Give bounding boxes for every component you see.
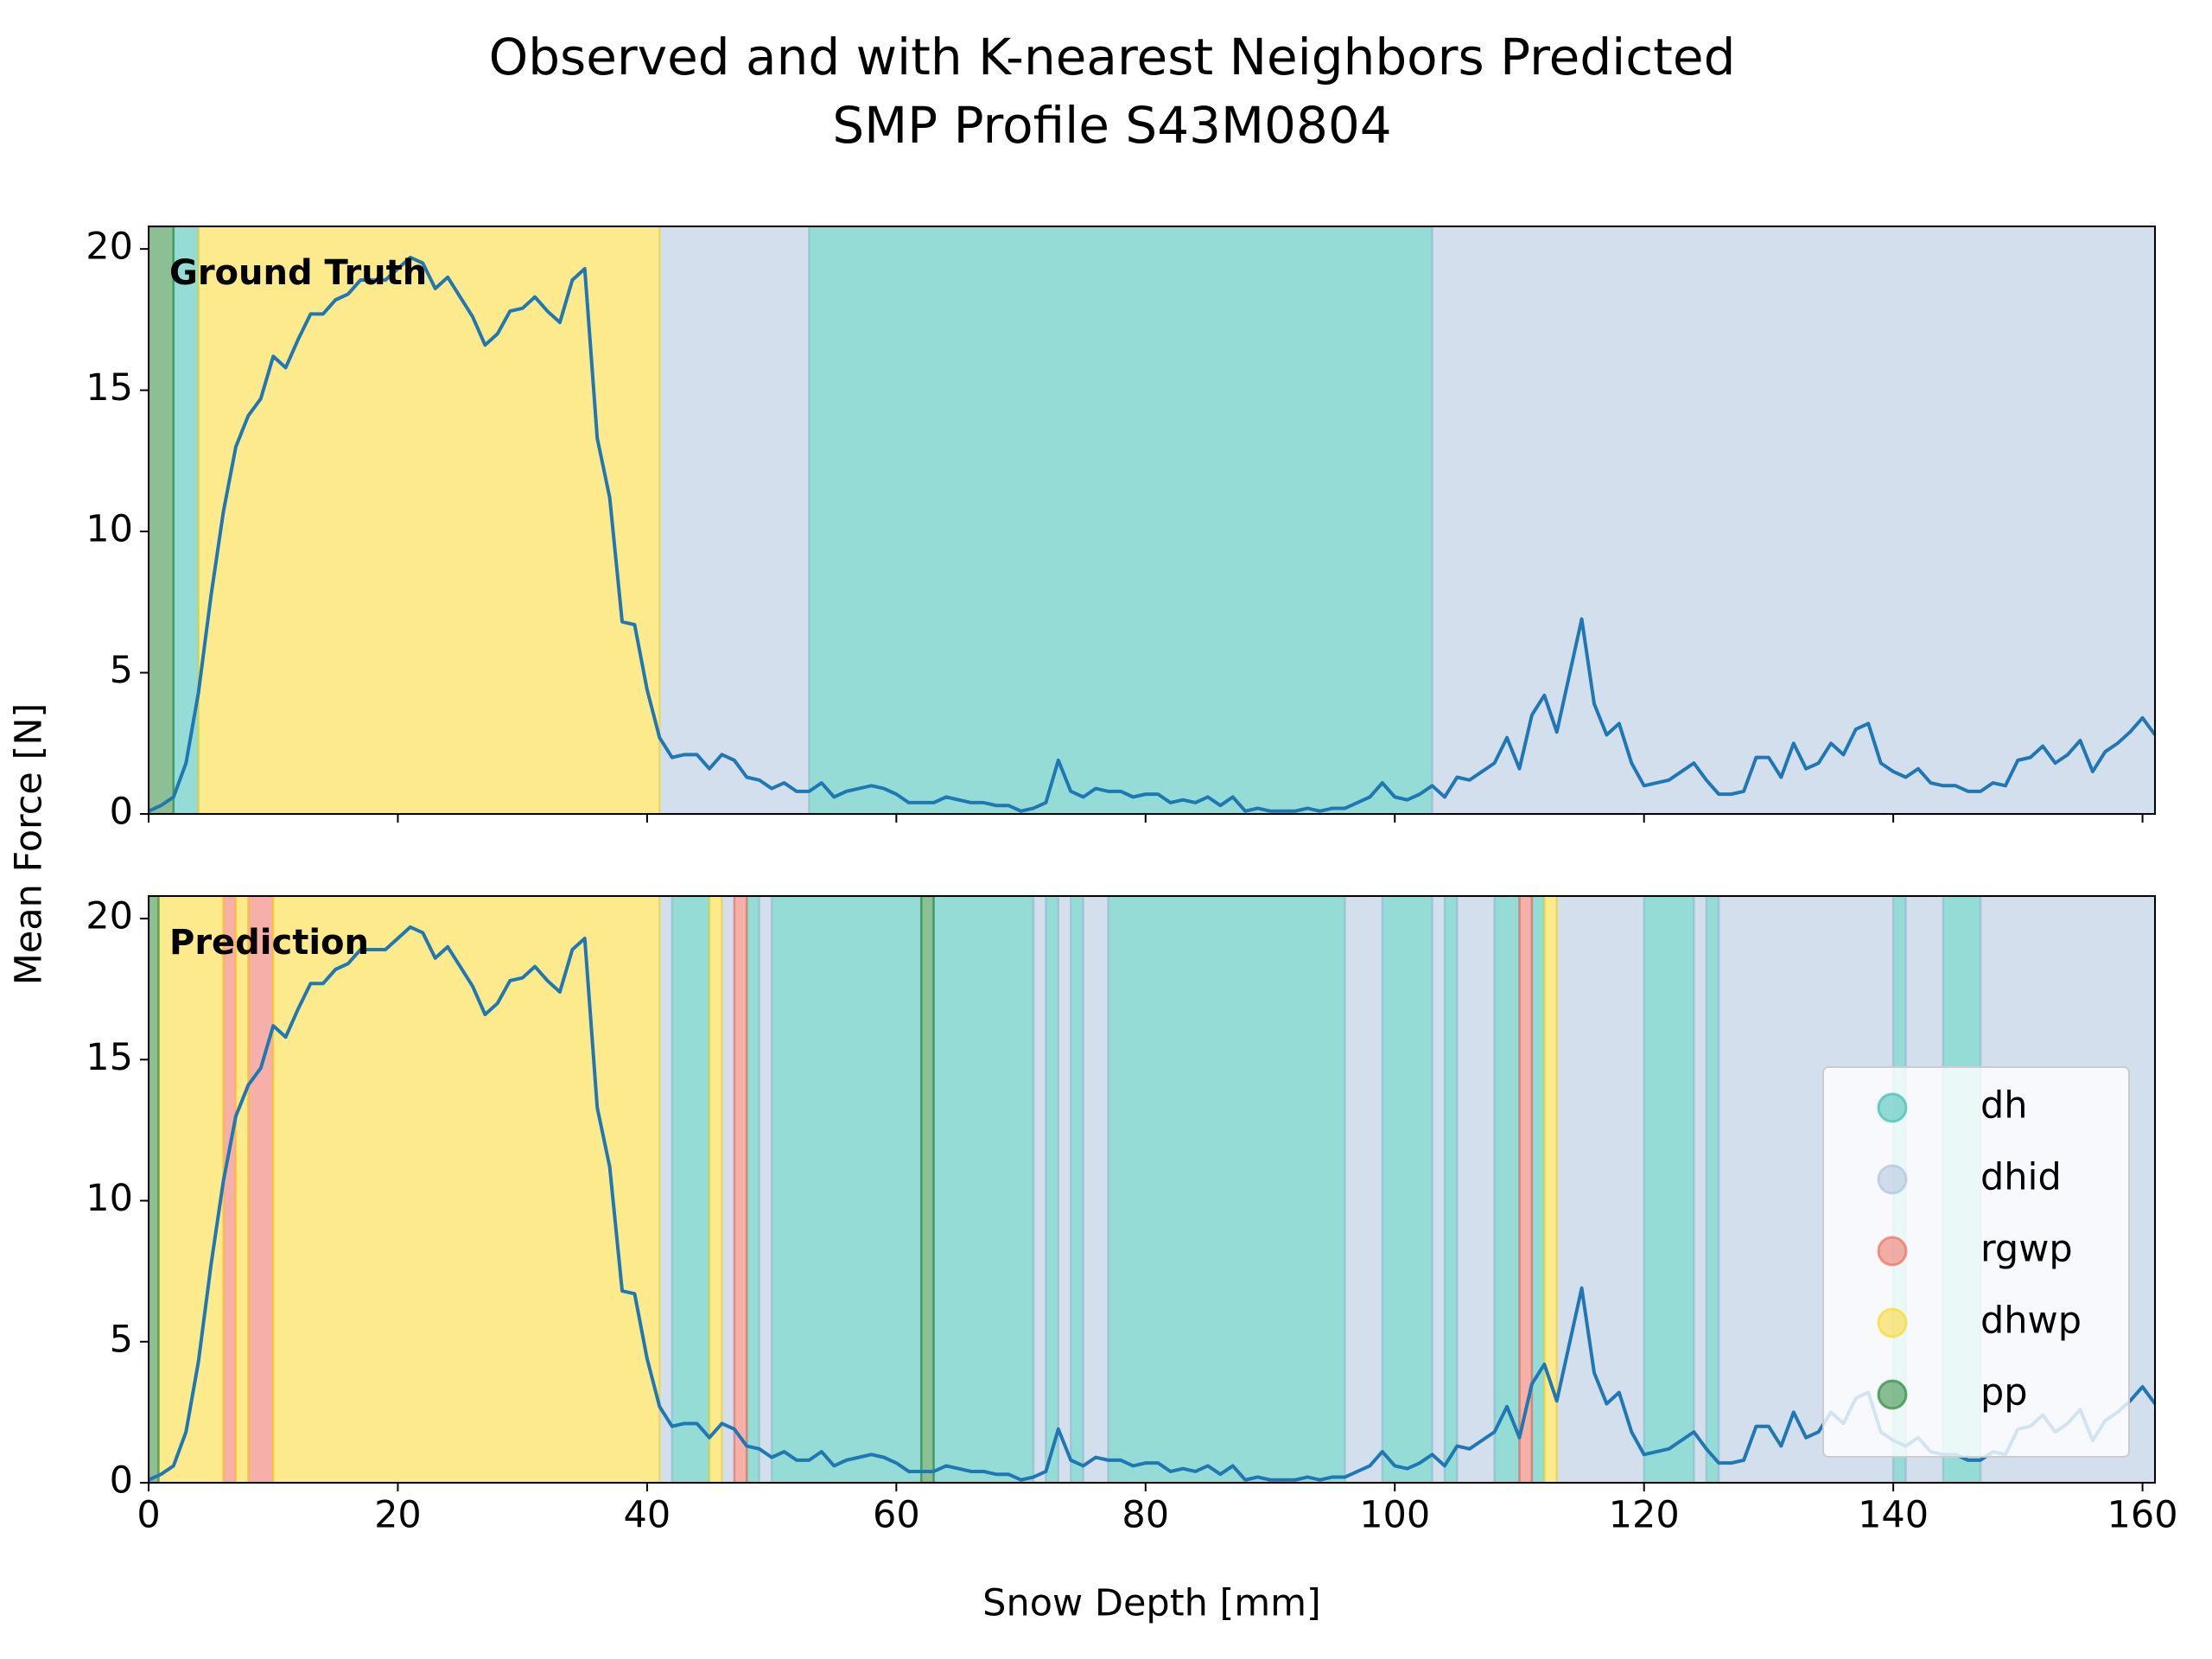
x-tick-label: 100 — [1359, 1494, 1430, 1537]
data-line — [148, 925, 2157, 1482]
y-tick-label: 20 — [86, 226, 133, 269]
x-tick-label: 20 — [374, 1494, 422, 1537]
class-span — [919, 896, 935, 1483]
legend-marker — [1877, 1164, 1908, 1195]
class-span — [1431, 226, 2155, 814]
legend-label: rgwp — [1980, 1228, 2073, 1271]
class-span — [733, 896, 748, 1483]
class-span — [1530, 896, 1546, 1483]
class-span — [758, 896, 773, 1483]
y-tick-label: 15 — [86, 366, 133, 410]
class-span — [671, 896, 711, 1483]
x-tick-label: 40 — [624, 1494, 671, 1537]
class-span — [1431, 896, 1446, 1483]
x-tick-label: 140 — [1858, 1494, 1929, 1537]
legend-marker — [1877, 1236, 1908, 1267]
panel-label: Ground Truth — [169, 253, 427, 293]
legend-marker — [1877, 1092, 1908, 1123]
class-span — [1456, 896, 1496, 1483]
y-tick-label: 0 — [110, 791, 133, 834]
class-span — [1705, 896, 1720, 1483]
class-span — [172, 226, 200, 814]
class-span — [1057, 896, 1072, 1483]
class-span — [658, 896, 673, 1483]
x-tick-label: 160 — [2107, 1494, 2178, 1537]
class-span — [708, 896, 723, 1483]
legend-box — [1822, 1066, 2130, 1458]
data-line — [148, 255, 2157, 813]
legend-marker — [1877, 1379, 1908, 1410]
class-span — [1493, 896, 1521, 1483]
class-span — [247, 896, 275, 1483]
panel — [149, 226, 2155, 814]
legend-marker — [1877, 1307, 1908, 1338]
chart-title: Observed and with K-nearest Neighbors Pr… — [489, 28, 1736, 86]
class-span — [157, 896, 225, 1483]
y-axis-label: Mean Force [N] — [8, 703, 51, 986]
panel-label: Prediction — [169, 923, 369, 963]
legend-label: pp — [1980, 1371, 2028, 1414]
class-span — [932, 896, 1035, 1483]
class-span — [1107, 896, 1346, 1483]
class-span — [1381, 896, 1433, 1483]
class-span — [1070, 896, 1084, 1483]
x-tick-label: 120 — [1609, 1494, 1680, 1537]
y-tick-label: 20 — [86, 895, 133, 938]
class-span — [149, 226, 175, 814]
class-span — [721, 896, 736, 1483]
axes-frame — [148, 895, 2156, 1484]
class-span — [770, 896, 923, 1483]
class-span — [1045, 896, 1060, 1483]
class-span — [197, 226, 661, 814]
class-span — [1693, 896, 1708, 1483]
class-span — [1443, 896, 1459, 1483]
class-span — [658, 226, 810, 814]
x-tick-label: 60 — [873, 1494, 920, 1537]
y-tick-label: 10 — [86, 508, 133, 551]
class-span — [808, 226, 1433, 814]
x-tick-label: 0 — [137, 1494, 160, 1537]
x-tick-label: 80 — [1122, 1494, 1169, 1537]
class-span — [1344, 896, 1384, 1483]
class-span — [1643, 896, 1695, 1483]
class-span — [271, 896, 661, 1483]
class-span — [149, 896, 160, 1483]
y-tick-label: 0 — [110, 1459, 133, 1503]
y-tick-label: 5 — [110, 649, 133, 692]
class-span — [746, 896, 760, 1483]
class-span — [222, 896, 238, 1483]
class-span — [1543, 896, 1558, 1483]
chart-title: SMP Profile S43M0804 — [832, 96, 1391, 155]
class-span — [234, 896, 250, 1483]
axes-frame — [148, 226, 2156, 815]
y-tick-label: 5 — [110, 1318, 133, 1361]
legend-label: dhid — [1980, 1156, 2062, 1199]
y-tick-label: 15 — [86, 1036, 133, 1079]
y-tick-label: 10 — [86, 1177, 133, 1220]
class-span — [1518, 896, 1534, 1483]
legend-label: dh — [1980, 1084, 2028, 1128]
class-span — [1032, 896, 1047, 1483]
legend-label: dhwp — [1980, 1300, 2082, 1343]
class-span — [1082, 896, 1109, 1483]
class-span — [1555, 896, 1645, 1483]
x-axis-label: Snow Depth [mm] — [982, 1582, 1321, 1625]
